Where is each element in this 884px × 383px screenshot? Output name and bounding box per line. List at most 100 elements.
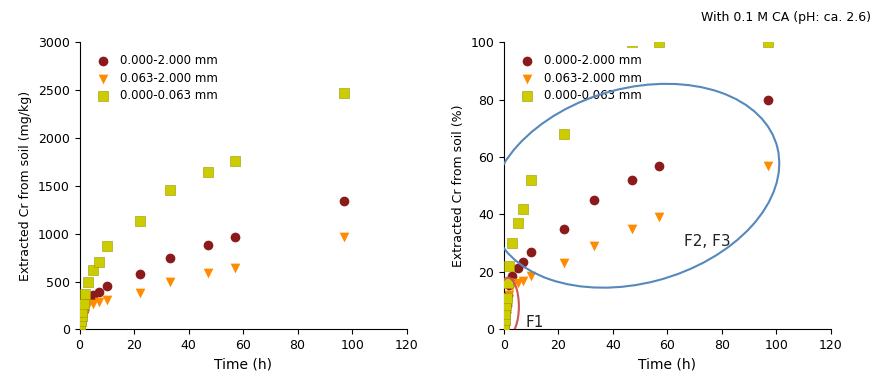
Point <box>100 243 114 249</box>
Point <box>163 254 177 260</box>
Point <box>587 243 601 249</box>
Point <box>501 280 515 286</box>
Point <box>73 326 88 332</box>
Point <box>133 218 147 224</box>
Point <box>86 267 100 273</box>
Point <box>78 307 92 313</box>
Point <box>133 290 147 296</box>
Text: (a): (a) <box>89 48 110 63</box>
Point <box>501 292 515 298</box>
Point <box>498 325 512 331</box>
Point <box>499 302 514 308</box>
Point <box>228 265 242 271</box>
Point <box>498 321 512 327</box>
Point <box>516 277 530 283</box>
Point <box>78 301 92 308</box>
Point <box>510 265 524 271</box>
Point <box>499 316 513 322</box>
Point <box>498 323 512 329</box>
Point <box>73 325 88 331</box>
Point <box>557 226 571 232</box>
Text: F1: F1 <box>526 314 544 329</box>
Point <box>73 324 88 331</box>
Y-axis label: Extracted Cr from soil (mg/kg): Extracted Cr from soil (mg/kg) <box>19 91 33 281</box>
Point <box>73 323 88 329</box>
Point <box>80 303 95 309</box>
Point <box>498 324 512 331</box>
Point <box>499 309 513 315</box>
Point <box>228 158 242 164</box>
Point <box>201 242 215 248</box>
Point <box>74 317 88 323</box>
Point <box>337 90 351 96</box>
Y-axis label: Extracted Cr from soil (%): Extracted Cr from soil (%) <box>452 105 465 267</box>
Point <box>502 282 516 288</box>
Point <box>163 280 177 286</box>
Point <box>652 162 667 169</box>
Point <box>505 240 519 246</box>
Point <box>625 177 639 183</box>
Point <box>73 324 88 331</box>
Point <box>557 131 571 137</box>
Point <box>761 97 775 103</box>
Legend: 0.000-2.000 mm, 0.063-2.000 mm, 0.000-0.063 mm: 0.000-2.000 mm, 0.063-2.000 mm, 0.000-0.… <box>86 48 224 108</box>
Point <box>652 214 667 220</box>
Point <box>761 39 775 45</box>
Point <box>499 309 514 315</box>
Point <box>92 289 106 295</box>
Point <box>505 273 519 279</box>
Point <box>337 198 351 204</box>
Text: F2, F3: F2, F3 <box>684 234 730 249</box>
Point <box>498 323 512 329</box>
Point <box>524 177 538 183</box>
Point <box>201 270 215 276</box>
Point <box>75 313 89 319</box>
Point <box>502 292 516 298</box>
Point <box>510 280 524 286</box>
Point <box>86 300 100 306</box>
Point <box>77 312 91 318</box>
Point <box>73 321 88 327</box>
Point <box>74 321 88 327</box>
Point <box>652 39 667 45</box>
Point <box>499 311 513 317</box>
Point <box>524 249 538 255</box>
Point <box>77 307 91 313</box>
Point <box>74 318 88 324</box>
Point <box>75 309 89 315</box>
Point <box>75 317 89 323</box>
Point <box>557 260 571 267</box>
Point <box>74 313 88 319</box>
Point <box>625 47 639 54</box>
Point <box>501 300 515 306</box>
Point <box>80 296 95 303</box>
Point <box>510 220 524 226</box>
Point <box>761 162 775 169</box>
Point <box>78 291 92 297</box>
Point <box>163 187 177 193</box>
Point <box>92 259 106 265</box>
Point <box>80 278 95 285</box>
Point <box>587 197 601 203</box>
Point <box>502 263 516 269</box>
Point <box>74 319 88 326</box>
Text: (b): (b) <box>514 48 535 63</box>
Point <box>499 314 513 320</box>
Point <box>625 226 639 232</box>
Point <box>100 296 114 303</box>
Point <box>516 206 530 212</box>
Point <box>92 299 106 305</box>
X-axis label: Time (h): Time (h) <box>214 358 272 372</box>
Text: With 0.1 M CA (pH: ca. 2.6): With 0.1 M CA (pH: ca. 2.6) <box>701 11 871 25</box>
Point <box>505 283 519 290</box>
Point <box>337 234 351 241</box>
Point <box>100 283 114 290</box>
Point <box>499 319 513 326</box>
Point <box>86 292 100 298</box>
Point <box>524 273 538 279</box>
Point <box>77 300 91 306</box>
Point <box>498 317 512 323</box>
Point <box>201 169 215 175</box>
Legend: 0.000-2.000 mm, 0.063-2.000 mm, 0.000-0.063 mm: 0.000-2.000 mm, 0.063-2.000 mm, 0.000-0.… <box>510 48 648 108</box>
Point <box>228 234 242 241</box>
